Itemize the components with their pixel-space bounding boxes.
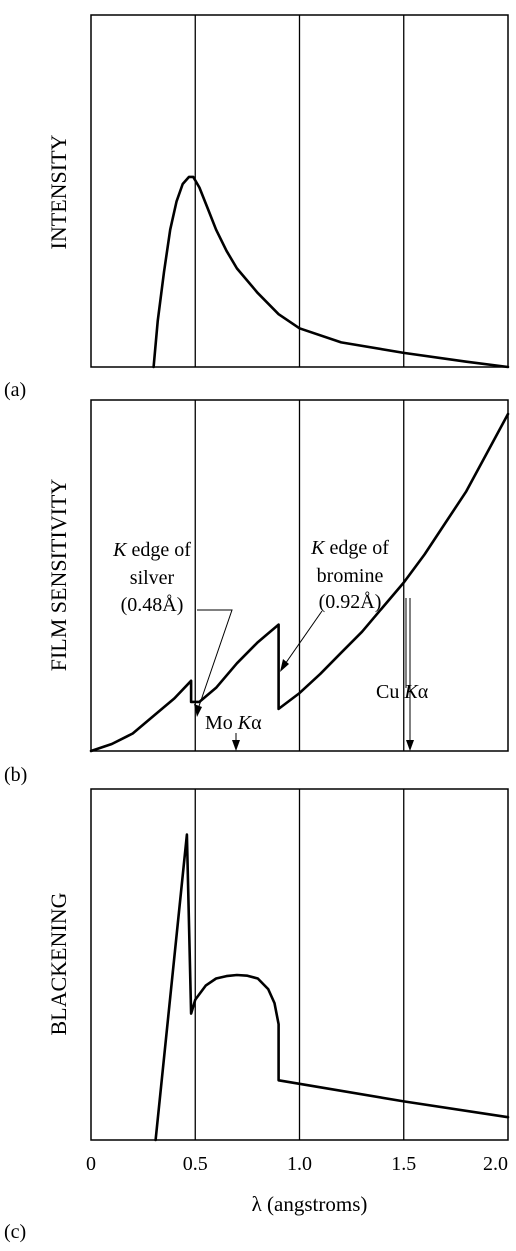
annotation-mo-k-alpha-label: Mo Kα bbox=[205, 712, 262, 734]
annotation-bromine-line2: bromine bbox=[317, 565, 384, 587]
annotation-cu-k-alpha: Cu Kα bbox=[376, 598, 429, 751]
panel-label-c: (c) bbox=[4, 1221, 26, 1243]
x-tick-label: 2.0 bbox=[483, 1153, 508, 1175]
cu-k-alpha-arrowhead bbox=[406, 740, 414, 751]
panel-label-b: (b) bbox=[4, 764, 27, 786]
film-sensitivity-curve bbox=[89, 412, 510, 753]
x-tick-label: 1.0 bbox=[287, 1153, 312, 1175]
blackening-curve bbox=[154, 833, 510, 1142]
x-tick-label: 0 bbox=[86, 1153, 96, 1175]
intensity-curve bbox=[152, 175, 510, 369]
panel-a: INTENSITY (a) bbox=[4, 14, 510, 401]
panel-b: FILM SENSITIVITY (b) K edge of silver (0… bbox=[4, 399, 510, 786]
annotation-bromine-line1: K edge of bbox=[310, 537, 389, 559]
annotation-cu-k-alpha-label: Cu Kα bbox=[376, 681, 429, 703]
annotation-silver-line3: (0.48Å) bbox=[121, 594, 184, 616]
x-tick-labels: 0 0.5 1.0 1.5 2.0 bbox=[86, 1153, 508, 1175]
annotation-silver-arrowhead bbox=[194, 704, 202, 717]
mo-k-alpha-arrowhead bbox=[232, 740, 240, 751]
annotation-bromine-arrowhead bbox=[280, 659, 289, 672]
panel-label-a: (a) bbox=[4, 379, 26, 401]
annotation-mo-k-alpha: Mo Kα bbox=[205, 712, 262, 751]
x-tick-label: 1.5 bbox=[391, 1153, 416, 1175]
annotation-silver-pointer bbox=[196, 609, 233, 713]
panel-c: BLACKENING (c) 0 0.5 1.0 1.5 2.0 λ (angstrom… bbox=[4, 788, 510, 1243]
annotation-bromine-line3: (0.92Å) bbox=[319, 591, 382, 613]
annotation-silver-line1: K edge of bbox=[112, 539, 191, 561]
y-axis-label-blackening: BLACKENING bbox=[46, 892, 71, 1035]
y-axis-label-film-sensitivity: FILM SENSITIVITY bbox=[46, 479, 71, 672]
gridlines-a bbox=[194, 15, 405, 367]
annotation-silver-k-edge: K edge of silver (0.48Å) bbox=[112, 539, 233, 717]
gridlines-c bbox=[194, 789, 405, 1140]
annotation-bromine-pointer bbox=[282, 610, 323, 668]
annotation-bromine-k-edge: K edge of bromine (0.92Å) bbox=[280, 537, 389, 672]
x-tick-label: 0.5 bbox=[183, 1153, 208, 1175]
y-axis-label-intensity: INTENSITY bbox=[46, 134, 71, 249]
annotation-silver-line2: silver bbox=[130, 567, 175, 589]
x-axis-label: λ (angstroms) bbox=[252, 1192, 368, 1216]
